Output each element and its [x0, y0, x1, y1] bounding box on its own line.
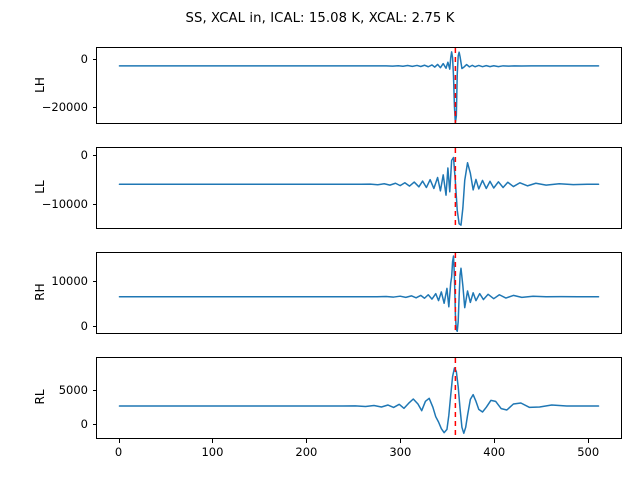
y-tick-mark	[92, 203, 96, 205]
x-tick-mark	[212, 439, 214, 443]
y-tick-label: 0	[80, 52, 88, 67]
x-tick-mark	[400, 439, 402, 443]
y-tick-mark	[92, 107, 96, 109]
x-tick-mark	[118, 439, 120, 443]
waveform-trace-rh	[119, 256, 598, 331]
y-tick-label: 0	[80, 318, 88, 333]
subplot-rl	[96, 357, 622, 439]
y-tick-label: 10000	[51, 274, 88, 289]
y-tick-mark	[92, 325, 96, 327]
x-tick-mark	[306, 439, 308, 443]
x-tick-label: 500	[577, 445, 600, 459]
y-axis-label-lh: LH	[33, 76, 47, 93]
y-tick-mark	[92, 59, 96, 61]
waveform-trace-ll	[119, 158, 598, 226]
y-tick-mark	[92, 423, 96, 425]
x-tick-label: 0	[114, 445, 123, 459]
y-tick-label: 0	[80, 147, 88, 162]
waveform-trace-rl	[119, 368, 598, 433]
x-tick-label: 200	[295, 445, 318, 459]
waveform-trace-lh	[119, 52, 598, 123]
y-tick-label: −20000	[41, 100, 88, 115]
x-tick-mark	[588, 439, 590, 443]
y-tick-label: 5000	[58, 382, 88, 397]
figure-title: SS, XCAL in, ICAL: 15.08 K, XCAL: 2.75 K	[185, 11, 455, 26]
subplot-lh	[96, 47, 622, 124]
x-tick-label: 400	[483, 445, 506, 459]
x-tick-mark	[494, 439, 496, 443]
y-tick-mark	[92, 281, 96, 283]
subplot-ll	[96, 147, 622, 229]
y-tick-label: −10000	[41, 196, 88, 211]
y-tick-mark	[92, 154, 96, 156]
x-tick-label: 100	[201, 445, 224, 459]
x-tick-label: 300	[389, 445, 412, 459]
y-tick-label: 0	[80, 416, 88, 431]
subplot-rh	[96, 252, 622, 334]
y-tick-mark	[92, 389, 96, 391]
